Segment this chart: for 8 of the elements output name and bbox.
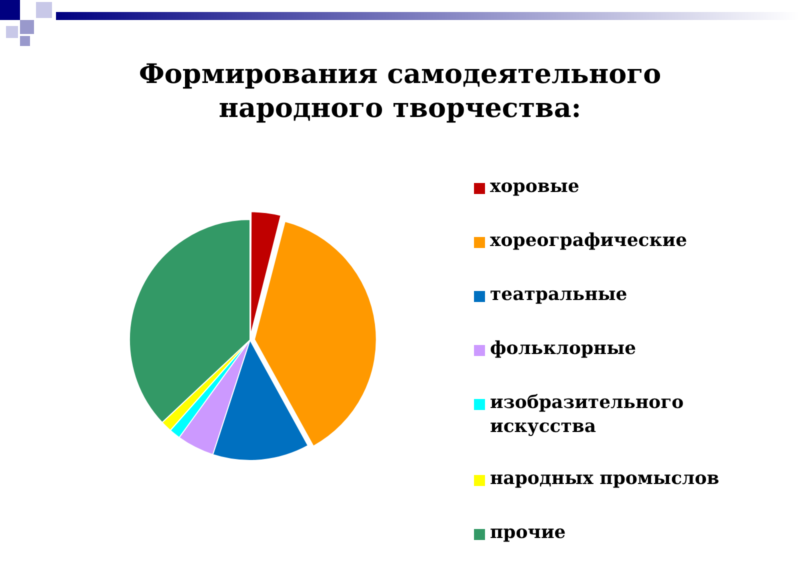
legend-label: изобразительного искусства [489, 391, 685, 439]
legend-label: прочие [489, 521, 567, 545]
legend-label: хореографические [489, 229, 688, 253]
legend-label: фольклорные [489, 337, 638, 361]
legend-label: народных промыслов [489, 467, 720, 491]
legend-label: театральные [489, 283, 628, 307]
chart-title: Формирования самодеятельного народного творчества: [138, 58, 662, 126]
legend-label: хоровые [489, 175, 580, 199]
